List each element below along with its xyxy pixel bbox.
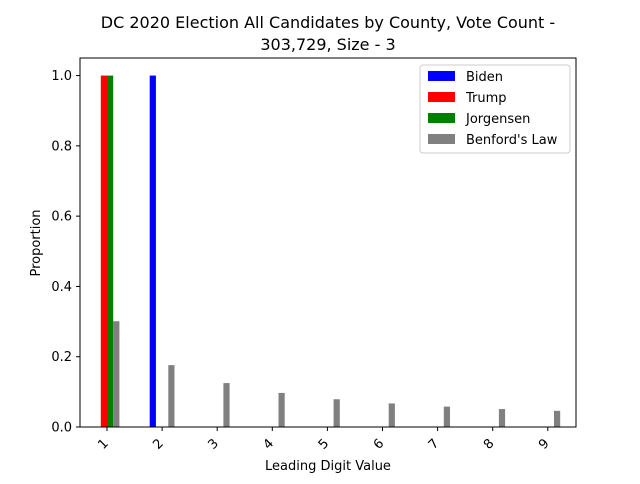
- y-tick-label: 0.6: [51, 210, 72, 225]
- legend-label-benford-s-law: Benford's Law: [466, 133, 558, 148]
- bar-benford-s-law-digit-9: [554, 410, 561, 427]
- bar-benford-s-law-digit-3: [223, 383, 230, 427]
- bars-group: [100, 75, 561, 428]
- y-tick-label: 0.2: [51, 350, 72, 365]
- chart-title-line2: 303,729, Size - 3: [260, 35, 395, 54]
- bar-benford-s-law-digit-2: [168, 365, 175, 427]
- bar-benford-s-law-digit-5: [333, 399, 340, 427]
- y-tick-label: 1.0: [51, 69, 72, 84]
- x-axis-label: Leading Digit Value: [265, 459, 391, 474]
- x-tick-label: 7: [426, 436, 442, 452]
- x-axis: 1 2 3 4 5 6 7 8 9: [95, 427, 553, 453]
- bar-jorgensen-digit-1: [107, 75, 114, 428]
- legend-label-biden: Biden: [466, 70, 503, 85]
- legend: Biden Trump Jorgensen Benford's Law: [419, 64, 571, 154]
- legend-label-trump: Trump: [465, 91, 507, 106]
- x-tick-label: 2: [150, 436, 166, 452]
- legend-swatch-jorgensen: [428, 113, 455, 123]
- bar-benford-s-law-digit-6: [388, 403, 395, 427]
- bar-biden-digit-2: [149, 75, 156, 428]
- y-tick-label: 0.4: [51, 280, 72, 295]
- bar-benford-s-law-digit-1: [113, 321, 120, 427]
- x-tick-label: 3: [205, 436, 221, 452]
- bar-benford-s-law-digit-7: [443, 406, 450, 427]
- x-tick-label: 5: [316, 436, 332, 452]
- bar-benford-s-law-digit-8: [498, 409, 506, 427]
- y-tick-label: 0.0: [51, 421, 72, 436]
- bar-trump-digit-1: [100, 75, 107, 428]
- legend-swatch-biden: [428, 71, 455, 81]
- x-tick-label: 8: [481, 436, 497, 452]
- legend-label-jorgensen: Jorgensen: [465, 112, 530, 127]
- legend-box: [419, 64, 571, 154]
- y-axis: 0.0 0.2 0.4 0.6 0.8 1.0: [51, 69, 80, 436]
- x-tick-label: 6: [371, 436, 387, 452]
- y-tick-label: 0.8: [51, 139, 72, 154]
- bar-benford-s-law-digit-4: [278, 392, 285, 427]
- plot-frame: [79, 57, 577, 428]
- chart-title-line1: DC 2020 Election All Candidates by Count…: [101, 13, 555, 32]
- x-tick-label: 1: [95, 436, 111, 452]
- x-tick-label: 9: [536, 436, 552, 452]
- y-axis-label: Proportion: [29, 209, 44, 276]
- legend-swatch-benford-s-law: [428, 134, 455, 144]
- legend-swatch-trump: [428, 92, 455, 102]
- x-tick-label: 4: [261, 436, 277, 452]
